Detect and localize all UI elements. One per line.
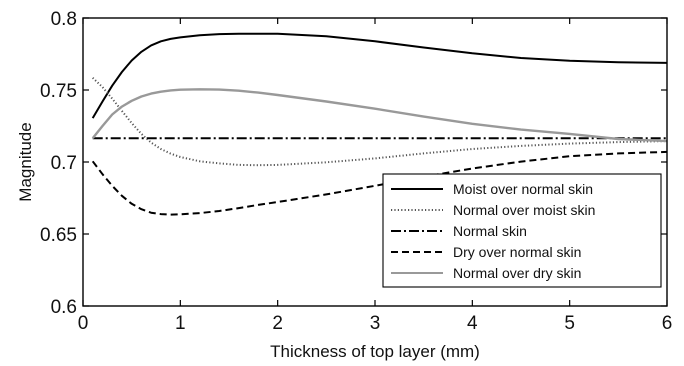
series-line-4 [91,150,668,216]
y-axis-label: Magnitude [16,122,35,201]
series-layer [91,32,668,216]
x-tick-label: 3 [370,313,381,334]
x-tick-label: 0 [78,313,89,334]
legend-entry-label: Dry over normal skin [453,244,581,260]
x-tick-label: 4 [467,313,478,334]
x-tick-label: 2 [272,313,283,334]
ticks-layer: 0 1 2 3 4 5 6 0.6 0.65 0.7 0.75 0.8 [40,9,672,334]
legend-entry-label: Moist over normal skin [453,181,593,197]
y-tick-label: 0.6 [51,297,77,318]
legend-entry-label: Normal over dry skin [453,265,581,281]
series-line-1 [91,32,668,119]
y-tick-label: 0.7 [51,153,77,174]
legend-entry-label: Normal over moist skin [453,202,595,218]
x-tick-label: 5 [564,313,575,334]
y-tick-label: 0.65 [40,225,77,246]
x-tick-label: 1 [175,313,186,334]
x-axis-label: Thickness of top layer (mm) [270,342,480,361]
series-line-2 [92,77,668,167]
legend-entry-label: Normal skin [453,223,527,239]
legend: Moist over normal skin Normal over moist … [382,173,662,288]
y-tick-label: 0.75 [40,81,77,102]
y-tick-label: 0.8 [51,9,77,30]
x-tick-label: 6 [662,313,673,334]
series-line-5 [91,88,668,143]
